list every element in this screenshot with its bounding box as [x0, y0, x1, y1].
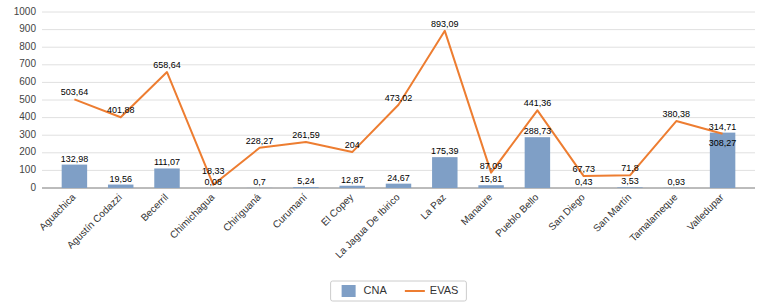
data-label: 111,07: [154, 157, 180, 167]
grid-line: [42, 29, 755, 30]
x-tick-label: Aguachica: [37, 191, 78, 232]
bar: [62, 165, 87, 188]
data-label: 380,38: [663, 109, 691, 119]
bar: [478, 185, 503, 188]
grid-line: [42, 12, 755, 13]
y-tick-label: 400: [19, 111, 36, 122]
legend: CNA EVAS: [331, 281, 467, 301]
x-tick-label: San Martín: [591, 192, 633, 234]
grid-line: [42, 82, 755, 83]
data-label: 658,64: [153, 60, 181, 70]
chart-container: 0 100 200 300 400 500 600 700 800 900 1000 Aguachic…: [0, 0, 765, 305]
x-tick-label: Curumaní: [270, 191, 309, 230]
legend-frame: [331, 281, 467, 301]
data-label: 5,24: [297, 176, 315, 186]
data-label: 314,71: [709, 122, 737, 132]
data-label: 132,98: [61, 154, 89, 164]
data-label: 24,67: [387, 173, 410, 183]
bar: [154, 168, 179, 188]
data-label: 288,73: [524, 126, 552, 136]
y-tick-label: 200: [19, 146, 36, 157]
bar: [247, 187, 272, 188]
y-tick-label: 100: [19, 164, 36, 175]
x-tick-label: Manaure: [459, 191, 495, 227]
legend-label: EVAS: [430, 284, 459, 296]
y-tick-label: 1000: [14, 6, 37, 17]
y-tick-label: 300: [19, 129, 36, 140]
data-label: 308,27: [709, 138, 737, 148]
bar: [571, 187, 596, 188]
data-label: 67,73: [572, 164, 595, 174]
line: [74, 31, 722, 185]
x-tick-label: San Diego: [546, 191, 587, 232]
bar: [201, 187, 226, 188]
legend-item: CNA: [342, 284, 388, 297]
grid-line: [42, 47, 755, 48]
data-label: 3,53: [621, 176, 639, 186]
bar: [293, 187, 318, 188]
marks: [62, 31, 736, 188]
data-label: 19,56: [109, 174, 132, 184]
grid-line: [42, 117, 755, 118]
bar: [617, 187, 642, 188]
data-label: 893,09: [431, 19, 459, 29]
y-tick-label: 700: [19, 58, 36, 69]
bar: [525, 137, 550, 188]
data-labels: 132,98 19,56 111,07 0,08 0,7 5,24 12,87 24,67 17…: [61, 19, 737, 187]
bar: [432, 157, 457, 188]
data-label: 0,43: [575, 177, 593, 187]
data-label: 12,87: [341, 175, 364, 185]
y-tick-label: 500: [19, 94, 36, 105]
grid-line: [42, 170, 755, 171]
data-label: 0,7: [253, 177, 266, 187]
x-tick-label: El Copey: [319, 192, 355, 228]
data-label: 175,39: [431, 146, 459, 156]
data-label: 0,08: [205, 177, 223, 187]
bar: [339, 186, 364, 188]
data-label: 473,02: [385, 93, 413, 103]
legend-item: EVAS: [405, 284, 459, 296]
legend-swatch: [405, 290, 425, 292]
data-label: 71,8: [621, 163, 639, 173]
data-label: 228,27: [246, 136, 274, 146]
bar: [108, 185, 133, 188]
bar: [664, 187, 689, 188]
grid-line: [42, 64, 755, 65]
x-tick-label: Agustín Codazzi: [65, 192, 124, 251]
x-tick-label: Chiriguaná: [221, 191, 263, 233]
y-tick-label: 900: [19, 23, 36, 34]
data-label: 401,88: [107, 105, 135, 115]
chart: 0 100 200 300 400 500 600 700 800 900 1000 Aguachic…: [0, 0, 765, 305]
x-tick-label: La Jagua De Ibirico: [333, 191, 402, 260]
grid-line: [42, 135, 755, 136]
x-tick-label: Valledupar: [685, 191, 727, 233]
data-label: 0,93: [668, 177, 686, 187]
y-tick-label: 800: [19, 41, 36, 52]
legend-swatch: [342, 285, 356, 297]
data-label: 503,64: [61, 87, 89, 97]
data-label: 204: [345, 140, 360, 150]
y-tick-label: 600: [19, 76, 36, 87]
data-label: 441,36: [524, 98, 552, 108]
data-label: 87,09: [480, 161, 503, 171]
legend-label: CNA: [364, 284, 388, 296]
x-tick-label: Pueblo Bello: [493, 191, 541, 239]
x-tick-label: Becerril: [139, 192, 171, 224]
data-label: 18,33: [202, 166, 225, 176]
data-label: 261,59: [292, 130, 320, 140]
x-tick-label: Tamalameque: [627, 191, 680, 244]
grid: 0 100 200 300 400 500 600 700 800 900 1000: [14, 6, 755, 193]
x-tick-label: Chimichagua: [168, 191, 217, 240]
bar: [386, 184, 411, 188]
x-axis: AguachicaAgustín Codazzi BecerrilChimicha…: [37, 191, 726, 260]
data-label: 15,81: [480, 174, 503, 184]
x-tick-label: La Paz: [418, 192, 448, 222]
y-tick-label: 0: [30, 182, 36, 193]
